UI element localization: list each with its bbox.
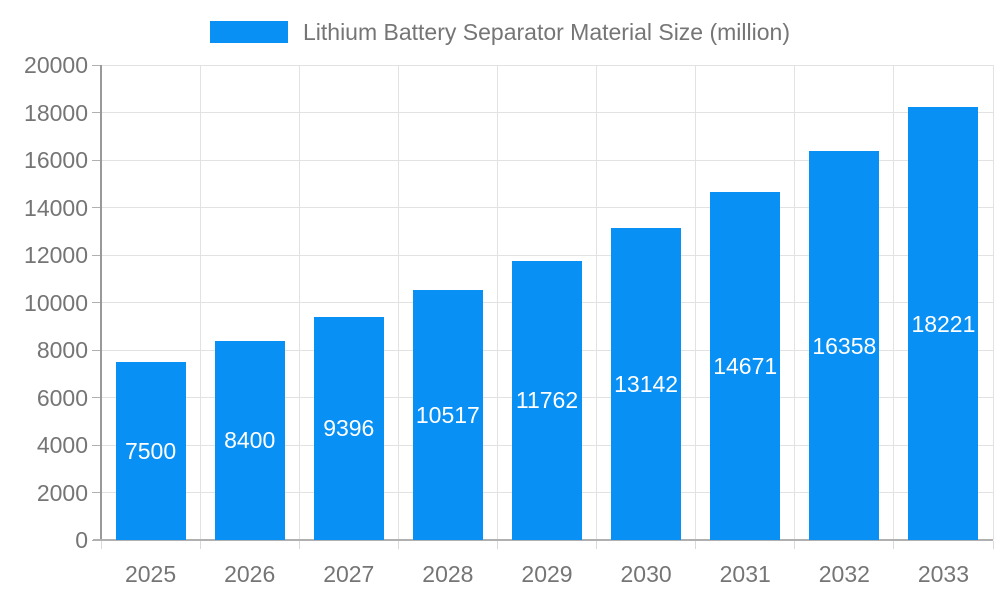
v-gridline (298, 65, 300, 540)
y-tick-label: 6000 (36, 384, 88, 411)
bar-2029[interactable] (512, 260, 582, 540)
x-tick-mark (199, 541, 201, 549)
x-tick-label: 2027 (323, 561, 375, 587)
x-tick-mark (596, 541, 598, 549)
x-tick-label: 2030 (620, 561, 672, 587)
x-tick-label: 2033 (917, 561, 970, 587)
y-tick-mark (92, 207, 100, 208)
y-tick-label: 18000 (24, 99, 88, 126)
bar-2032[interactable] (809, 151, 879, 540)
y-tick-label: 16000 (24, 147, 88, 173)
bar-2028[interactable] (413, 290, 483, 540)
x-tick-mark (695, 541, 697, 549)
x-axis-line (93, 539, 993, 541)
x-tick-label: 2026 (224, 561, 276, 587)
v-gridline (695, 65, 697, 540)
h-gridline (101, 254, 993, 256)
y-tick-mark (92, 112, 100, 113)
bar-2031[interactable] (710, 191, 780, 540)
y-tick-mark (92, 64, 100, 66)
y-tick-label: 10000 (24, 289, 88, 316)
y-tick-label: 20000 (24, 52, 88, 78)
h-gridline (101, 207, 993, 208)
y-tick-mark (92, 302, 100, 303)
h-gridline (101, 64, 993, 66)
v-gridline (596, 65, 598, 540)
x-tick-mark (893, 541, 895, 549)
y-tick-mark (92, 397, 100, 398)
v-gridline (992, 65, 994, 540)
y-tick-mark (92, 254, 100, 256)
x-tick-mark (992, 541, 994, 549)
legend-swatch[interactable] (209, 21, 288, 43)
v-gridline (397, 65, 399, 540)
h-gridline (101, 112, 993, 113)
legend[interactable]: Lithium Battery Separator Material Size … (0, 17, 1000, 47)
v-gridline (496, 65, 498, 540)
x-tick-label: 2031 (719, 561, 771, 587)
v-gridline (199, 65, 201, 540)
bar-2026[interactable] (215, 340, 285, 540)
y-tick-label: 4000 (36, 432, 88, 458)
y-tick-mark (92, 349, 100, 351)
x-tick-label: 2025 (124, 561, 177, 587)
y-tick-mark (92, 492, 100, 493)
y-tick-mark (92, 444, 100, 446)
x-tick-mark (100, 541, 102, 549)
x-tick-label: 2028 (422, 561, 474, 587)
x-tick-label: 2032 (818, 561, 870, 587)
legend-label: Lithium Battery Separator Material Size … (302, 18, 790, 45)
v-gridline (893, 65, 895, 540)
x-tick-mark (794, 541, 796, 549)
y-tick-label: 14000 (24, 194, 88, 221)
y-tick-label: 2000 (36, 479, 88, 506)
y-tick-label: 0 (75, 527, 88, 553)
y-tick-mark (92, 159, 100, 161)
bar-2027[interactable] (314, 316, 384, 540)
y-tick-label: 12000 (24, 242, 88, 268)
x-tick-label: 2029 (521, 561, 573, 587)
x-tick-mark (397, 541, 399, 549)
bar-2030[interactable] (611, 227, 681, 540)
h-gridline (101, 159, 993, 161)
bar-2033[interactable] (908, 107, 978, 540)
x-tick-mark (298, 541, 300, 549)
y-axis-line (100, 65, 102, 540)
x-tick-mark (496, 541, 498, 549)
bar-2025[interactable] (116, 361, 186, 540)
y-tick-label: 8000 (36, 337, 88, 363)
y-tick-mark (92, 539, 100, 541)
v-gridline (794, 65, 796, 540)
